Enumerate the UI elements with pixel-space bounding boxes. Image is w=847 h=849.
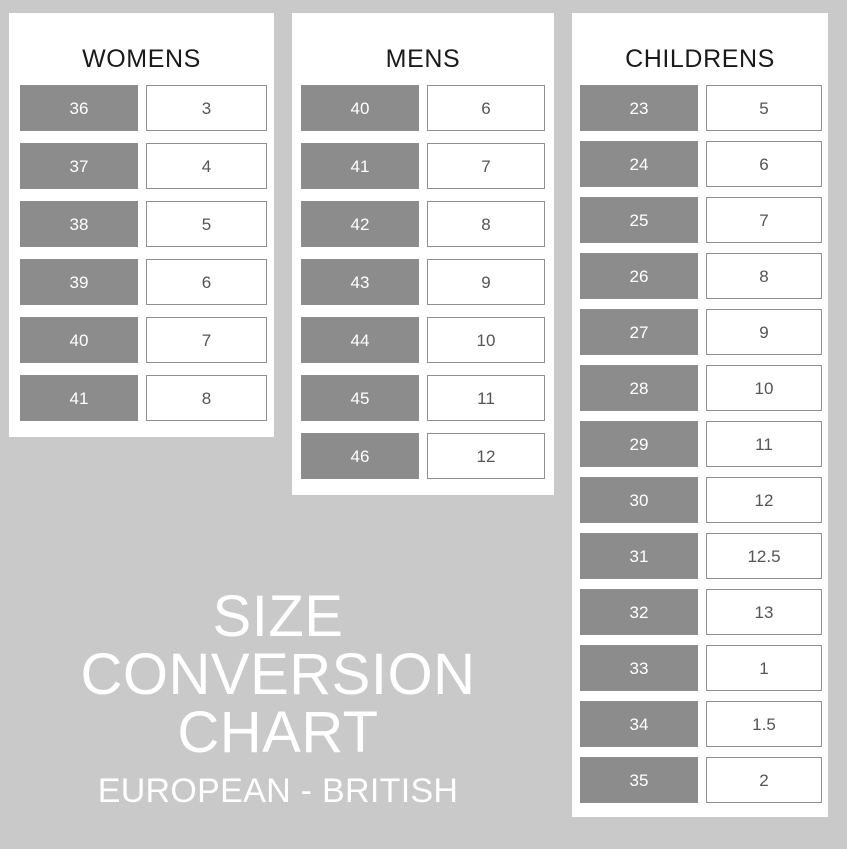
british-size-cell: 12 bbox=[706, 477, 822, 523]
european-size-cell: 28 bbox=[580, 365, 698, 411]
size-row: 43 9 bbox=[301, 259, 554, 305]
british-size-cell: 7 bbox=[427, 143, 545, 189]
british-size-cell: 5 bbox=[146, 201, 267, 247]
size-row: 42 8 bbox=[301, 201, 554, 247]
size-row: 26 8 bbox=[580, 253, 828, 299]
european-size-cell: 43 bbox=[301, 259, 419, 305]
british-size-cell: 10 bbox=[427, 317, 545, 363]
panel-title-mens: MENS bbox=[385, 45, 461, 73]
european-size-cell: 36 bbox=[20, 85, 138, 131]
european-size-cell: 32 bbox=[580, 589, 698, 635]
size-row: 29 11 bbox=[580, 421, 828, 467]
british-size-cell: 13 bbox=[706, 589, 822, 635]
european-size-cell: 35 bbox=[580, 757, 698, 803]
european-size-cell: 31 bbox=[580, 533, 698, 579]
size-row: 23 5 bbox=[580, 85, 828, 131]
european-size-cell: 23 bbox=[580, 85, 698, 131]
size-row: 35 2 bbox=[580, 757, 828, 803]
british-size-cell: 9 bbox=[706, 309, 822, 355]
british-size-cell: 11 bbox=[706, 421, 822, 467]
british-size-cell: 5 bbox=[706, 85, 822, 131]
size-row: 30 12 bbox=[580, 477, 828, 523]
panel-title-childrens: CHILDRENS bbox=[625, 45, 775, 73]
size-rows-childrens: 23 5 24 6 25 7 26 8 27 9 28 10 29 11 30 12 31 12.5 32 13 33 1… bbox=[572, 72, 828, 817]
size-row: 40 6 bbox=[301, 85, 554, 131]
british-size-cell: 2 bbox=[706, 757, 822, 803]
panel-womens: WOMENS 36 3 37 4 38 5 39 6 40 7 41 8 bbox=[9, 13, 274, 437]
size-row: 27 9 bbox=[580, 309, 828, 355]
european-size-cell: 34 bbox=[580, 701, 698, 747]
british-size-cell: 1 bbox=[706, 645, 822, 691]
european-size-cell: 25 bbox=[580, 197, 698, 243]
european-size-cell: 24 bbox=[580, 141, 698, 187]
size-row: 37 4 bbox=[20, 143, 274, 189]
british-size-cell: 8 bbox=[706, 253, 822, 299]
european-size-cell: 29 bbox=[580, 421, 698, 467]
panel-title-womens: WOMENS bbox=[82, 45, 201, 73]
size-row: 45 11 bbox=[301, 375, 554, 421]
size-row: 32 13 bbox=[580, 589, 828, 635]
british-size-cell: 7 bbox=[146, 317, 267, 363]
size-row: 44 10 bbox=[301, 317, 554, 363]
size-row: 24 6 bbox=[580, 141, 828, 187]
size-row: 25 7 bbox=[580, 197, 828, 243]
european-size-cell: 44 bbox=[301, 317, 419, 363]
size-row: 39 6 bbox=[20, 259, 274, 305]
british-size-cell: 9 bbox=[427, 259, 545, 305]
headline-subtitle: EUROPEAN - BRITISH bbox=[97, 772, 459, 810]
size-row: 33 1 bbox=[580, 645, 828, 691]
european-size-cell: 26 bbox=[580, 253, 698, 299]
size-row: 46 12 bbox=[301, 433, 554, 479]
european-size-cell: 41 bbox=[20, 375, 138, 421]
european-size-cell: 42 bbox=[301, 201, 419, 247]
british-size-cell: 12.5 bbox=[706, 533, 822, 579]
headline-title: SIZE CONVERSION CHART bbox=[0, 588, 556, 762]
british-size-cell: 8 bbox=[427, 201, 545, 247]
british-size-cell: 10 bbox=[706, 365, 822, 411]
size-rows-womens: 36 3 37 4 38 5 39 6 40 7 41 8 bbox=[9, 72, 274, 437]
european-size-cell: 27 bbox=[580, 309, 698, 355]
size-row: 28 10 bbox=[580, 365, 828, 411]
size-row: 36 3 bbox=[20, 85, 274, 131]
british-size-cell: 3 bbox=[146, 85, 267, 131]
size-row: 41 7 bbox=[301, 143, 554, 189]
size-row: 41 8 bbox=[20, 375, 274, 421]
british-size-cell: 4 bbox=[146, 143, 267, 189]
panel-childrens: CHILDRENS 23 5 24 6 25 7 26 8 27 9 28 10 29 11 30 12 31 1… bbox=[572, 13, 828, 817]
british-size-cell: 6 bbox=[706, 141, 822, 187]
european-size-cell: 41 bbox=[301, 143, 419, 189]
size-row: 31 12.5 bbox=[580, 533, 828, 579]
headline-line-2: CHART bbox=[177, 700, 379, 765]
european-size-cell: 46 bbox=[301, 433, 419, 479]
size-rows-mens: 40 6 41 7 42 8 43 9 44 10 45 11 46 12 bbox=[292, 72, 554, 495]
european-size-cell: 37 bbox=[20, 143, 138, 189]
european-size-cell: 39 bbox=[20, 259, 138, 305]
size-row: 40 7 bbox=[20, 317, 274, 363]
british-size-cell: 6 bbox=[146, 259, 267, 305]
european-size-cell: 33 bbox=[580, 645, 698, 691]
european-size-cell: 40 bbox=[301, 85, 419, 131]
british-size-cell: 8 bbox=[146, 375, 267, 421]
british-size-cell: 7 bbox=[706, 197, 822, 243]
european-size-cell: 45 bbox=[301, 375, 419, 421]
british-size-cell: 11 bbox=[427, 375, 545, 421]
british-size-cell: 6 bbox=[427, 85, 545, 131]
panel-mens: MENS 40 6 41 7 42 8 43 9 44 10 45 11 46 12 bbox=[292, 13, 554, 495]
headline-line-1: SIZE CONVERSION bbox=[80, 584, 476, 707]
size-row: 38 5 bbox=[20, 201, 274, 247]
european-size-cell: 30 bbox=[580, 477, 698, 523]
size-row: 34 1.5 bbox=[580, 701, 828, 747]
european-size-cell: 40 bbox=[20, 317, 138, 363]
headline-block: SIZE CONVERSION CHART EUROPEAN - BRITISH bbox=[0, 588, 556, 810]
european-size-cell: 38 bbox=[20, 201, 138, 247]
british-size-cell: 1.5 bbox=[706, 701, 822, 747]
british-size-cell: 12 bbox=[427, 433, 545, 479]
